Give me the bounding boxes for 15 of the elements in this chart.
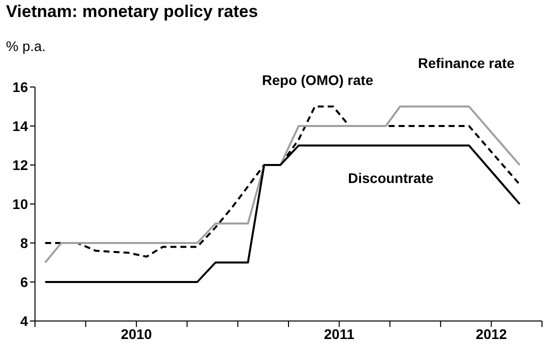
y-tick-label: 8 [20, 234, 28, 251]
y-tick-label: 6 [20, 274, 28, 290]
x-tick-label: 2012 [476, 326, 508, 342]
y-axis-title: % p.a. [6, 38, 46, 54]
x-tick-label: 2011 [324, 326, 355, 342]
x-tick-label: 2010 [120, 326, 152, 342]
text: Refinance rate [418, 55, 514, 71]
y-tick-label: 14 [12, 118, 28, 134]
series-label: Discountrate [348, 170, 434, 186]
y-tick-label: 4 [20, 312, 28, 329]
chart-title: Vietnam: monetary policy rates [6, 2, 258, 22]
series-label: Repo (OMO) rate [262, 72, 374, 88]
y-tick-label: 10 [12, 196, 28, 212]
y-tick-label: 16 [12, 78, 28, 95]
y-tick-label: 12 [12, 156, 28, 173]
